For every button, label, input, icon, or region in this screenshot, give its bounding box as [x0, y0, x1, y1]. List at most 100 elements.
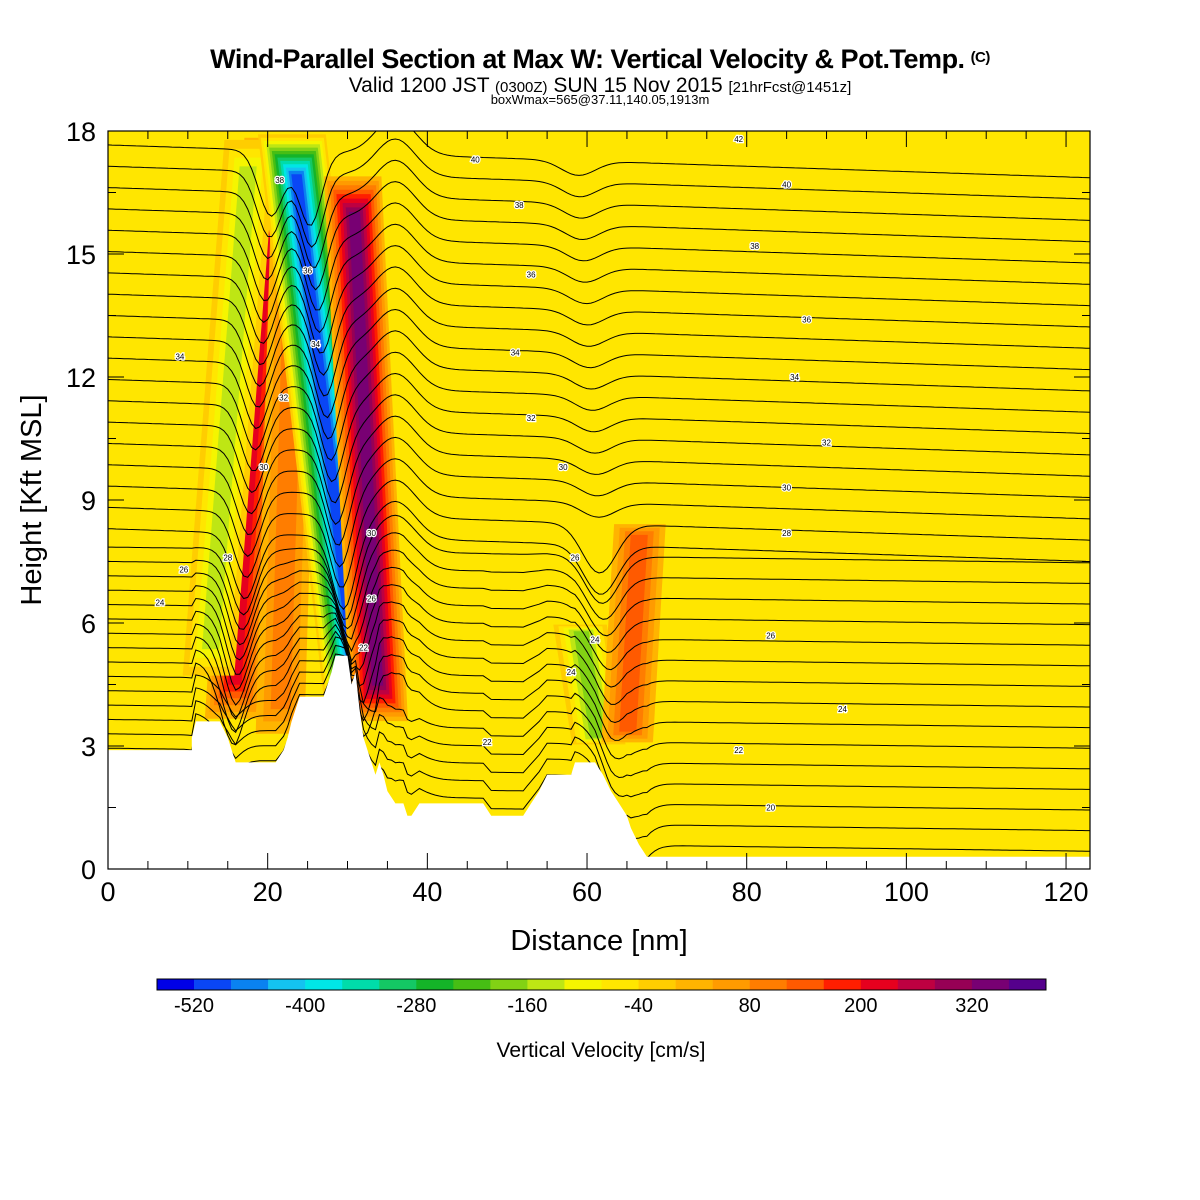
colorbar-swatch — [601, 979, 639, 990]
colorbar-swatch — [490, 979, 528, 990]
theta-contour — [108, 202, 1090, 311]
contour-label: 32 — [822, 439, 831, 448]
colorbar-swatch — [934, 979, 973, 990]
theta-contour — [108, 644, 1090, 798]
theta-contour — [108, 330, 1090, 440]
y-tick-label: 3 — [81, 732, 96, 762]
theta-contour — [108, 394, 1090, 504]
x-axis: 0 20 40 60 80 100 120 — [100, 131, 1089, 907]
theta-contour — [108, 131, 1090, 226]
colorbar-label: Vertical Velocity [cm/s] — [497, 1039, 706, 1062]
theta-contour — [108, 514, 1090, 620]
x-tick-label: 100 — [884, 877, 929, 907]
y-axis-label: Height [Kft MSL] — [16, 394, 48, 605]
colorbar-tick-label: 320 — [955, 995, 988, 1017]
y-tick-label: 12 — [66, 363, 96, 393]
colorbar-swatch — [971, 979, 1010, 990]
colorbar-swatch — [786, 979, 825, 990]
contour-label: 32 — [279, 394, 288, 403]
theta-contour — [108, 623, 1090, 741]
contour-label: 22 — [483, 738, 492, 747]
contour-label: 34 — [790, 373, 799, 382]
subtitle-valid: Valid 1200 JST — [348, 74, 490, 97]
subtitle-utc: (0300Z) — [495, 79, 548, 96]
subtitle-date: SUN 15 Nov 2015 — [553, 74, 723, 97]
theta-contour — [108, 138, 1090, 248]
colorbar-swatch — [823, 979, 862, 990]
y-tick-label: 9 — [81, 486, 96, 516]
theta-contour — [108, 372, 1090, 483]
colorbar-tick-label: 200 — [844, 995, 877, 1017]
chart-subtitle-2: boxWmax=565@37.11,140.05,1913m — [0, 92, 1200, 107]
x-axis-label: Distance [nm] — [510, 925, 687, 957]
x-tick-label: 0 — [100, 877, 115, 907]
x-tick-label: 60 — [572, 877, 602, 907]
title-text: Wind-Parallel Section at Max W: Vertical… — [210, 44, 965, 74]
theta-contour — [108, 630, 1090, 760]
colorbar-swatch — [860, 979, 899, 990]
contour-label: 38 — [750, 242, 759, 251]
colorbar — [156, 978, 1047, 991]
contour-label: 38 — [275, 176, 284, 185]
colorbar-swatch — [416, 979, 454, 990]
contour-label: 24 — [155, 599, 164, 608]
contour-label: 38 — [515, 201, 524, 210]
contour-label: 20 — [766, 804, 775, 813]
theta-contour — [108, 500, 1090, 610]
contour-label: 32 — [527, 414, 536, 423]
colorbar-tick-label: -280 — [396, 995, 436, 1017]
colorbar-swatch — [342, 979, 380, 990]
theta-contours — [108, 131, 1090, 861]
theta-contour — [108, 584, 1090, 675]
y-tick-label: 15 — [66, 240, 96, 270]
contour-label: 30 — [367, 529, 376, 538]
chart-title: Wind-Parallel Section at Max W: Vertical… — [0, 44, 1200, 75]
theta-contour — [108, 601, 1090, 691]
colorbar-swatch — [305, 979, 343, 990]
colorbar-swatch — [712, 979, 750, 990]
subtitle-forecast: [21hrFcst@1451z] — [728, 79, 852, 96]
copyright-mark: (C) — [970, 49, 991, 66]
y-tick-label: 0 — [81, 855, 96, 885]
x-tick-label: 80 — [732, 877, 762, 907]
y-tick-label: 18 — [66, 117, 96, 147]
theta-contour — [108, 532, 1090, 630]
plot-area: 24 26 28 30 32 34 34 36 38 30 26 22 22 24 24 26 30 32 34 36… — [108, 131, 1090, 869]
theta-contour — [108, 415, 1090, 526]
subtitle-wmax: boxWmax=565@37.11,140.05,1913m — [490, 92, 710, 107]
contour-label: 34 — [175, 353, 184, 362]
theta-contour — [108, 636, 1090, 779]
contour-label: 26 — [766, 631, 775, 640]
colorbar-swatch — [638, 979, 676, 990]
contour-label: 28 — [223, 553, 232, 562]
terrain-mask — [108, 655, 1090, 869]
colorbar-swatch — [564, 979, 602, 990]
theta-contour — [108, 351, 1090, 461]
x-tick-label: 120 — [1044, 877, 1089, 907]
contour-label: 36 — [802, 316, 811, 325]
contour-label: 26 — [179, 566, 188, 575]
theta-contour — [108, 549, 1090, 646]
colorbar-swatch — [749, 979, 788, 990]
velocity-band — [619, 534, 648, 732]
x-tick-label: 20 — [253, 877, 283, 907]
colorbar-tick-label: 80 — [739, 995, 761, 1017]
theta-contour — [108, 223, 1090, 334]
contour-label: 30 — [259, 463, 268, 472]
theta-contour — [108, 566, 1090, 661]
colorbar-tick-label: -40 — [624, 995, 653, 1017]
contour-label: 30 — [559, 463, 568, 472]
colorbar-swatch — [268, 979, 306, 990]
y-tick-label: 6 — [81, 609, 96, 639]
contour-label: 22 — [359, 644, 368, 653]
velocity-feature-1 — [182, 139, 276, 676]
theta-contour — [108, 266, 1090, 376]
contour-label: 24 — [838, 705, 847, 714]
colorbar-tick-label: -400 — [285, 995, 325, 1017]
theta-contour — [108, 159, 1090, 268]
theta-contour-labels: 24 26 28 30 32 34 34 36 38 30 26 22 22 24 24 26 30 32 34 36… — [154, 134, 849, 814]
x-tick-label: 40 — [412, 877, 442, 907]
colorbar-frame — [156, 978, 1047, 991]
